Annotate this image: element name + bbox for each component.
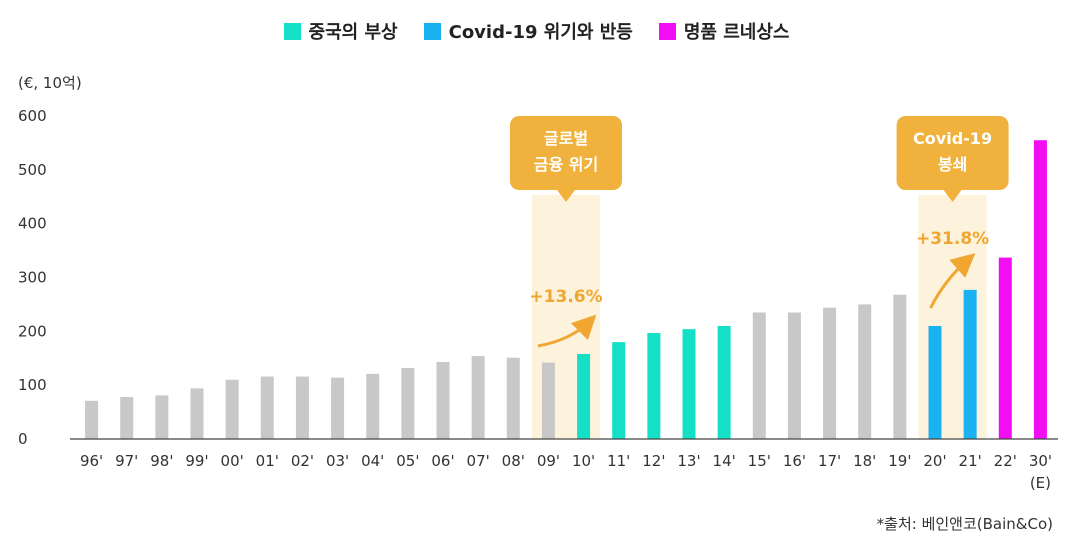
- bar-20: [928, 325, 942, 439]
- growth-label-2: +31.8%: [916, 229, 989, 249]
- bar-01: [260, 376, 274, 439]
- bar-15: [752, 312, 766, 439]
- bar-30: [1033, 140, 1047, 439]
- x-tick-label: 06': [431, 452, 454, 470]
- legend-swatch-covid: [423, 22, 441, 40]
- callout-box-1: [510, 116, 622, 190]
- bar-08: [506, 357, 520, 439]
- bar-04: [366, 373, 380, 439]
- x-tick-label: 02': [291, 452, 314, 470]
- x-tick-label: 03': [326, 452, 349, 470]
- bar-97: [120, 397, 134, 439]
- bar-05: [401, 367, 415, 439]
- legend-item-china: 중국의 부상: [283, 18, 398, 44]
- x-tick-label: 09': [537, 452, 560, 470]
- bar-12: [647, 332, 661, 439]
- callout-label: Covid-19: [913, 129, 992, 148]
- callout-label: 글로벌: [544, 129, 588, 148]
- legend-swatch-luxury: [658, 22, 676, 40]
- x-tick-label: 07': [467, 452, 490, 470]
- y-tick-label: 100: [18, 376, 47, 394]
- growth-arrow-1: [537, 314, 597, 348]
- x-tick-label: 20': [923, 452, 946, 470]
- x-tick-label: 21': [959, 452, 982, 470]
- x-tick-label: 19': [888, 452, 911, 470]
- x-tick-label: 04': [361, 452, 384, 470]
- legend-item-covid: Covid-19 위기와 반등: [423, 18, 633, 44]
- x-tick-label: 08': [502, 452, 525, 470]
- x-tick-label: 18': [853, 452, 876, 470]
- legend: 중국의 부상 Covid-19 위기와 반등 명품 르네상스: [0, 18, 1073, 44]
- bar-11: [612, 342, 626, 439]
- bar-13: [682, 329, 696, 439]
- x-tick-label: 97': [115, 452, 138, 470]
- x-tick-label: 22': [994, 452, 1017, 470]
- growth-label-1: +13.6%: [529, 287, 602, 307]
- legend-label-china: 중국의 부상: [308, 22, 398, 43]
- bar-17: [823, 307, 837, 439]
- y-tick-label: 600: [18, 107, 47, 125]
- x-tick-label: 01': [256, 452, 279, 470]
- y-tick-label: 200: [18, 322, 47, 340]
- y-tick-label: 500: [18, 161, 47, 179]
- bar-00: [225, 379, 239, 439]
- callout-pointer-2: [943, 190, 962, 202]
- growth-arrow-2: [929, 253, 976, 309]
- x-tick-label: 05': [396, 452, 419, 470]
- y-tick-label: 0: [18, 430, 28, 448]
- bar-09: [541, 362, 555, 439]
- x-tick-label: 11': [607, 452, 630, 470]
- y-axis-unit-label: (€, 10억): [18, 74, 82, 92]
- x-tick-label: 12': [642, 452, 665, 470]
- callout-pointer-1: [557, 190, 575, 202]
- bar-10: [577, 353, 591, 439]
- x-tick-label: 17': [818, 452, 841, 470]
- y-tick-label: 300: [18, 269, 47, 287]
- bar-07: [471, 356, 485, 439]
- bar-18: [858, 304, 872, 439]
- callout-label: 봉쇄: [938, 155, 967, 174]
- x-tick-label: 10': [572, 452, 595, 470]
- bar-16: [787, 312, 801, 439]
- bar-99: [190, 388, 204, 439]
- legend-swatch-china: [283, 22, 301, 40]
- source-note: *출처: 베인앤코(Bain&Co): [876, 515, 1053, 533]
- x-tick-label-estimate: (E): [1030, 474, 1051, 492]
- x-tick-label: 30': [1029, 452, 1052, 470]
- callout-label: 금융 위기: [534, 155, 598, 174]
- legend-label-covid: Covid-19 위기와 반등: [448, 22, 633, 43]
- x-tick-label: 00': [221, 452, 244, 470]
- x-tick-label: 13': [677, 452, 700, 470]
- y-tick-label: 400: [18, 215, 47, 233]
- legend-item-luxury: 명품 르네상스: [658, 18, 790, 44]
- bar-98: [155, 395, 169, 439]
- bar-96: [85, 400, 99, 439]
- x-tick-label: 14': [713, 452, 736, 470]
- legend-label-luxury: 명품 르네상스: [683, 22, 790, 43]
- bar-21: [963, 289, 977, 439]
- bar-06: [436, 362, 450, 439]
- bar-02: [295, 376, 309, 439]
- bar-19: [893, 294, 907, 439]
- bar-14: [717, 325, 731, 439]
- bar-03: [331, 377, 345, 439]
- x-tick-label: 15': [748, 452, 771, 470]
- x-tick-label: 16': [783, 452, 806, 470]
- bar-22: [998, 257, 1012, 439]
- x-tick-label: 98': [150, 452, 173, 470]
- x-tick-label: 99': [185, 452, 208, 470]
- callout-box-2: [896, 116, 1009, 190]
- x-tick-label: 96': [80, 452, 103, 470]
